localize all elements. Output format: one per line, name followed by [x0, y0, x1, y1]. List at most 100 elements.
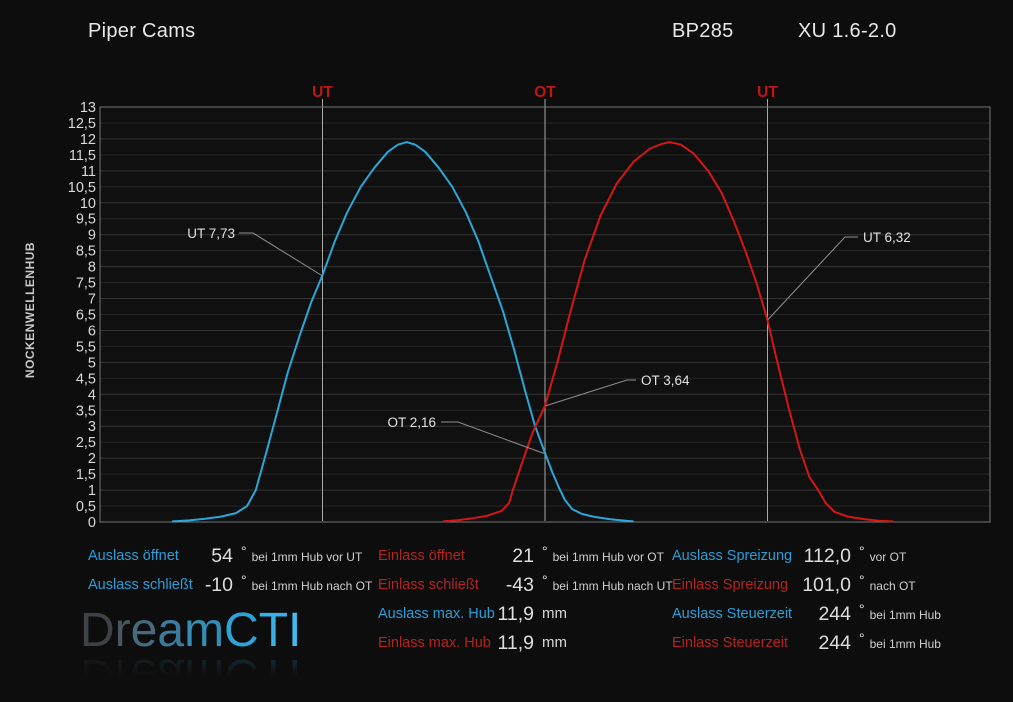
spec-label: Auslass Spreizung	[672, 548, 793, 564]
logo-letter: e	[130, 649, 158, 702]
annotation-label: OT 3,64	[641, 373, 690, 388]
spec-unit-note: ° bei 1mm Hub vor OT	[542, 543, 664, 569]
spec-row: Auslass schließt -10 ° bei 1mm Hub nach OT	[88, 572, 418, 597]
y-tick-label: 4,5	[76, 371, 96, 387]
logo-letter: I	[288, 604, 302, 657]
y-tick-label: 5,5	[76, 339, 96, 355]
event-label-ot: OT	[534, 84, 556, 101]
spec-row: Auslass Spreizung 112,0 ° vor OT	[672, 543, 1002, 569]
spec-unit-note: ° bei 1mm Hub	[859, 601, 941, 627]
logo-letter: T	[258, 649, 289, 702]
spec-value: 11,9	[497, 632, 534, 654]
annotation-label: UT 7,73	[187, 226, 235, 241]
logo-letter: T	[258, 604, 289, 657]
y-tick-label: 8,5	[76, 244, 96, 260]
annotation-leader	[767, 236, 858, 321]
degree-symbol: °	[542, 572, 548, 588]
spec-label: Auslass öffnet	[88, 548, 179, 564]
spec-value: 244	[818, 632, 851, 654]
spec-value: 112,0	[803, 545, 851, 567]
y-tick-label: 5	[88, 355, 96, 371]
brand-title: Piper Cams	[88, 20, 196, 42]
y-tick-label: 3,5	[76, 403, 96, 419]
y-tick-label: 10,5	[68, 180, 96, 196]
spec-row: Einlass Spreizung 101,0 ° nach OT	[672, 572, 1002, 598]
y-tick-label: 11	[81, 164, 96, 180]
spec-note: bei 1mm Hub nach OT	[251, 579, 373, 593]
degree-symbol: °	[241, 572, 247, 588]
logo-letter: r	[114, 649, 131, 702]
spec-unit-note: mm	[542, 631, 567, 655]
spec-label: Einlass schließt	[378, 577, 479, 593]
cam-model: BP285	[672, 20, 734, 42]
spec-row: Auslass Steuerzeit 244 ° bei 1mm Hub	[672, 601, 1002, 627]
spec-note: nach OT	[869, 579, 916, 593]
y-tick-label: 9	[88, 228, 96, 244]
degree-symbol: °	[859, 543, 865, 559]
y-tick-label: 2	[88, 451, 96, 467]
spec-label: Auslass max. Hub	[378, 606, 495, 622]
degree-symbol: °	[542, 543, 548, 559]
y-tick-label: 13	[80, 100, 96, 116]
logo-letter: C	[224, 649, 259, 702]
spec-row: Einlass öffnet 21 ° bei 1mm Hub vor OT	[378, 543, 708, 569]
logo-letter: a	[157, 604, 185, 657]
degree-symbol: °	[859, 601, 865, 617]
spec-row: Einlass max. Hub 11,9 mm	[378, 631, 708, 655]
spec-value: 11,9	[497, 603, 534, 625]
spec-value: 244	[818, 603, 851, 625]
spec-note: bei 1mm Hub nach UT	[552, 579, 673, 593]
spec-unit-note: ° nach OT	[859, 572, 916, 598]
logo-letter: r	[114, 604, 131, 657]
cam-timing-app: { "header": { "brand": "Piper Cams", "mo…	[23, 20, 1002, 702]
y-tick-label: 7,5	[76, 276, 96, 292]
spec-unit-note: mm	[542, 602, 567, 626]
y-tick-label: 6	[88, 323, 96, 339]
spec-note: vor OT	[869, 550, 907, 564]
logo-letter: D	[80, 604, 115, 657]
spec-value: 21	[512, 545, 534, 567]
logo-letter: C	[224, 604, 259, 657]
annotation-leader	[239, 232, 323, 277]
spec-row: Auslass öffnet 54 ° bei 1mm Hub vor UT	[88, 543, 418, 568]
event-label-ut: UT	[312, 84, 333, 101]
spec-label: Einlass Steuerzeit	[672, 635, 789, 651]
spec-unit-note: ° bei 1mm Hub nach UT	[542, 572, 673, 598]
annotation-leader	[544, 379, 636, 407]
logo-letter: e	[130, 604, 158, 657]
spec-unit-note: ° bei 1mm Hub	[859, 630, 941, 656]
y-tick-label: 8	[88, 260, 96, 276]
y-tick-label: 12,5	[68, 116, 96, 132]
spec-value: 54	[211, 545, 233, 567]
logo-letter: m	[184, 604, 225, 657]
spec-label: Einlass öffnet	[378, 548, 465, 564]
y-tick-label: 11,5	[69, 148, 96, 164]
y-tick-label: 4	[88, 387, 96, 403]
y-axis-title: NOCKENWELLENHUB	[23, 242, 37, 378]
logo-letter: I	[288, 649, 302, 702]
spec-value: -10	[204, 574, 233, 596]
degree-symbol: °	[859, 572, 865, 588]
spec-row: Auslass max. Hub 11,9 mm	[378, 602, 708, 626]
curve-auslass	[171, 141, 634, 523]
logo-letter: D	[80, 649, 115, 702]
dreamcti-logo-text: DreamCTI	[80, 604, 301, 658]
spec-row: Einlass schließt -43 ° bei 1mm Hub nach UT	[378, 572, 708, 598]
plot-border	[99, 106, 991, 523]
y-tick-label: 12	[80, 132, 96, 148]
event-label-ut: UT	[757, 84, 778, 101]
spec-note: bei 1mm Hub vor UT	[251, 550, 363, 564]
dreamcti-logo-reflection: DreamCTI	[80, 648, 301, 702]
y-tick-label: 3	[88, 419, 96, 435]
spec-label: Einlass Spreizung	[672, 577, 789, 593]
y-tick-label: 1	[88, 483, 96, 499]
spec-row: Einlass Steuerzeit 244 ° bei 1mm Hub	[672, 630, 1002, 656]
y-tick-label: 1,5	[76, 467, 96, 483]
spec-note: bei 1mm Hub vor OT	[552, 550, 664, 564]
spec-unit-note: ° vor OT	[859, 543, 907, 569]
logo-letter: m	[184, 649, 225, 702]
spec-note: bei 1mm Hub	[869, 637, 941, 651]
degree-symbol: °	[859, 630, 865, 646]
annotation-label: UT 6,32	[863, 230, 911, 245]
spec-value: -43	[505, 574, 534, 596]
